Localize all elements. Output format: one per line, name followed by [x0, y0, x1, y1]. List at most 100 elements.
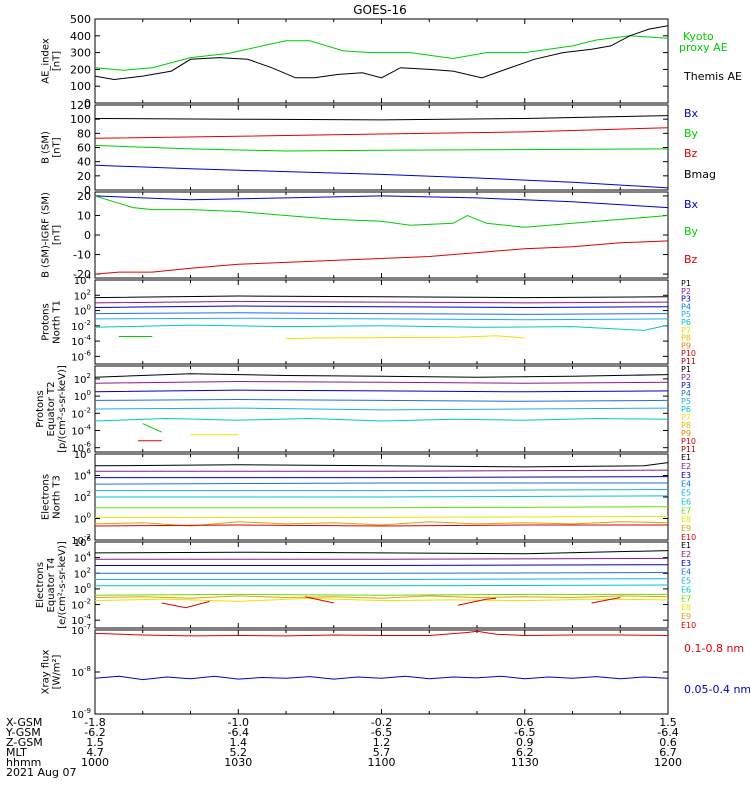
- legend-entry: P8: [681, 334, 691, 343]
- legend-entry: 0.05-0.4 nm: [684, 683, 750, 696]
- y-tick-label: 20: [77, 170, 91, 183]
- footer-value: 4.7: [86, 746, 104, 759]
- series-line-p4: [95, 312, 668, 315]
- series-line-e10: [95, 524, 668, 527]
- panel-frame: [94, 629, 669, 715]
- y-tick-label: 10-4: [71, 334, 91, 348]
- legend: 0.1-0.8 nm 0.05-0.4 nm: [684, 642, 750, 696]
- series-line-e9: [95, 597, 668, 602]
- series-line-e7: [95, 593, 668, 596]
- legend-entry: Bx: [684, 107, 699, 120]
- series-group: [95, 373, 668, 442]
- legend-entry: E5: [681, 489, 691, 498]
- series-line-e7: [95, 506, 668, 509]
- footer-row-label: MLT: [6, 746, 27, 759]
- footer-value: 1.4: [230, 736, 248, 749]
- legend-entry: E4: [681, 480, 691, 489]
- legend-entry: E4: [681, 568, 691, 577]
- series-group: [95, 195, 668, 275]
- footer-value: 6.2: [516, 746, 534, 759]
- legend-entry: P8: [681, 421, 691, 430]
- y-tick-label: 300: [70, 47, 91, 60]
- y-axis-label: [nT]: [52, 225, 63, 245]
- series-line-p1: [95, 295, 668, 299]
- series-group: [95, 550, 668, 609]
- footer-value: -6.5: [371, 726, 392, 739]
- y-tick-label: 104: [74, 551, 92, 565]
- series-line-by: [95, 195, 668, 228]
- series-group: [95, 462, 668, 527]
- legend-entry: P11: [681, 445, 696, 454]
- y-tick-label: 102: [74, 490, 91, 504]
- date-label: 2021 Aug 07: [6, 766, 76, 779]
- legend-entry: E9: [681, 612, 691, 621]
- series-line-e8: [95, 595, 668, 599]
- y-tick-label: 100: [70, 113, 91, 126]
- y-axis-label: B (SM): [41, 131, 52, 164]
- legend-entry: P4: [681, 302, 691, 311]
- series-line-0-1-0-8-nm: [95, 630, 668, 637]
- footer-value: -6.2: [84, 726, 105, 739]
- legend-entry: E3: [681, 559, 691, 568]
- series-line-p1: [95, 373, 668, 378]
- series-line-bmag: [95, 115, 668, 121]
- legend-entry: E6: [681, 497, 691, 506]
- footer-value: 0.9: [516, 736, 534, 749]
- panel-frame: [94, 279, 669, 365]
- y-tick-label: 40: [77, 156, 91, 169]
- y-tick-label: 104: [74, 273, 92, 287]
- legend-entry: E7: [681, 594, 691, 603]
- legend-entry: E9: [681, 524, 691, 533]
- y-axis-label: Equator T2: [46, 382, 57, 437]
- series-line-e1: [95, 550, 668, 555]
- legend-entry: P9: [681, 341, 691, 350]
- series-line-bz: [95, 127, 668, 139]
- series-segment: [457, 597, 497, 606]
- series-line-p8: [285, 335, 525, 340]
- y-tick-label: 100: [70, 80, 91, 93]
- series-line-p2: [95, 380, 668, 384]
- footer-row-label: Z-GSM: [6, 736, 43, 749]
- legend-entry: P1: [681, 279, 691, 288]
- series-line-p6: [95, 324, 668, 331]
- footer-value: -6.4: [228, 726, 249, 739]
- footer-value: 6.7: [659, 746, 677, 759]
- y-tick-label: 100: [74, 304, 91, 318]
- legend-entry: 0.1-0.8 nm: [684, 642, 744, 655]
- legend-entry: P5: [681, 310, 691, 319]
- legend-entry: P5: [681, 397, 691, 406]
- y-tick-label: 0: [84, 184, 91, 197]
- y-axis-label: Xray flux: [41, 650, 52, 695]
- legend-entry: P6: [681, 405, 691, 414]
- y-axis-label: Electrons: [35, 562, 46, 608]
- footer-value: -0.2: [371, 716, 392, 729]
- legend-entry: E3: [681, 471, 691, 480]
- y-axis-label: [W/m²]: [52, 654, 63, 689]
- series-segment: [304, 596, 334, 604]
- footer-value: 0.6: [516, 716, 534, 729]
- footer-value: 5.2: [230, 746, 248, 759]
- y-tick-label: 10: [77, 209, 91, 222]
- series-line-e9: [95, 521, 668, 527]
- y-axis-label: B (SM)-IGRF (SM): [41, 192, 52, 278]
- y-tick-label: 80: [77, 127, 91, 140]
- legend-entry: E10: [681, 533, 696, 542]
- legend-entry: E2: [681, 462, 691, 471]
- legend-entry: E8: [681, 603, 691, 612]
- legend: Bx By Bz Bmag: [684, 107, 716, 181]
- y-tick-label: 10-6: [71, 349, 91, 363]
- y-axis-label: Equator T4: [46, 558, 57, 613]
- legend-entry: E2: [681, 550, 691, 559]
- legend-entry: Bz: [684, 253, 698, 266]
- series-line-e3: [95, 564, 668, 566]
- y-tick-label: 0: [84, 229, 91, 242]
- series-line-e2: [95, 557, 668, 560]
- series-line-e4: [95, 572, 668, 574]
- legend-entry: P6: [681, 318, 691, 327]
- legend-entry: P7: [681, 413, 691, 422]
- footer-value: -1.0: [228, 716, 249, 729]
